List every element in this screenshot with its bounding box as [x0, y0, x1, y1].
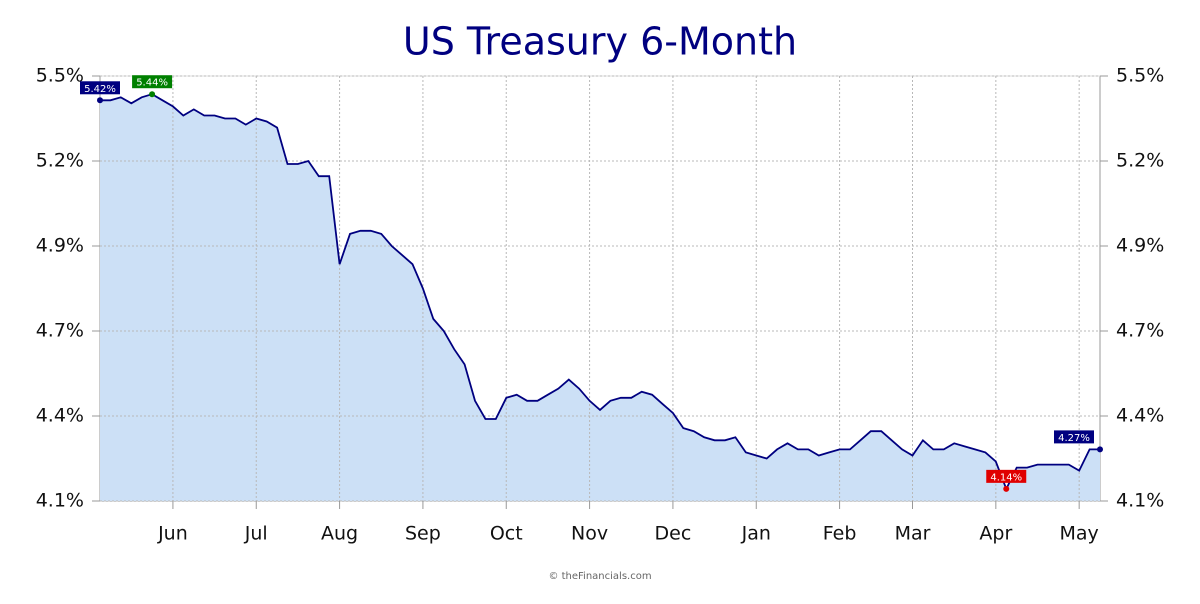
x-tick-label: May: [1060, 523, 1099, 545]
value-label-box: [132, 75, 173, 89]
y2-tick-label: 4.9%: [1116, 235, 1164, 257]
value-point: [149, 91, 156, 98]
x-tick-label: Jan: [741, 523, 771, 545]
y2-tick-label: 4.4%: [1116, 405, 1164, 427]
x-tick-label: Oct: [490, 523, 523, 545]
x-tick-label: Jul: [244, 523, 268, 545]
value-label: 4.14%: [990, 472, 1022, 483]
x-tick-label: Aug: [321, 523, 358, 545]
value-label-box: [986, 469, 1027, 483]
value-label-box: [80, 81, 120, 95]
y-tick-label: 5.2%: [36, 150, 84, 172]
y2-tick-label: 4.1%: [1116, 490, 1164, 512]
x-tick-label: Mar: [895, 523, 931, 545]
value-label: 4.27%: [1058, 433, 1090, 444]
value-label: 5.42%: [84, 84, 116, 95]
y-tick-label: 4.7%: [36, 320, 84, 342]
y-tick-label: 5.5%: [36, 65, 84, 87]
footer: © theFinancials.com: [548, 571, 651, 582]
x-tick-label: Apr: [979, 523, 1012, 545]
y-tick-label: 4.9%: [36, 235, 84, 257]
value-point: [1097, 446, 1103, 453]
x-tick-label: Feb: [823, 523, 857, 545]
y2-tick-label: 5.2%: [1116, 150, 1164, 172]
x-tick-label: Jun: [157, 523, 188, 545]
x-tick-label: Nov: [571, 523, 608, 545]
line: [100, 93, 1100, 492]
value-point: [97, 97, 103, 104]
y2-tick-label: 4.7%: [1116, 320, 1164, 342]
value-label-box: [1054, 430, 1094, 444]
value-label: 5.44%: [136, 78, 168, 89]
value-point: [1003, 485, 1010, 492]
y-tick-label: 4.1%: [36, 490, 84, 512]
x-tick-label: Sep: [405, 523, 441, 545]
area-fill: [100, 94, 1100, 501]
chart-title: US Treasury 6-Month: [403, 20, 797, 64]
y-tick-label: 4.4%: [36, 405, 84, 427]
y2-tick-label: 5.5%: [1116, 65, 1164, 87]
x-tick-label: Dec: [655, 523, 692, 545]
